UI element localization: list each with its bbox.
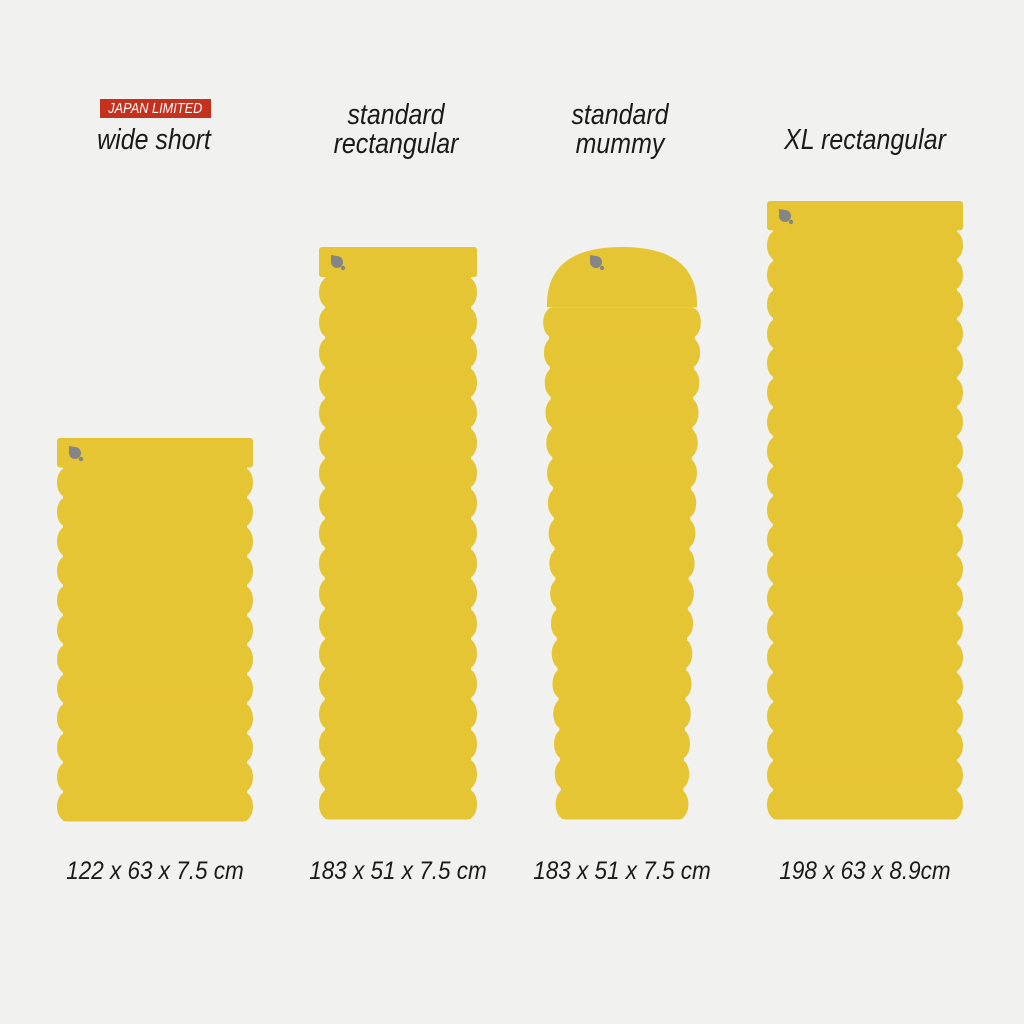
japan-limited-badge: JAPAN LIMITED — [100, 99, 211, 118]
pad-baffle-fill — [63, 806, 247, 821]
valve-icon — [590, 255, 605, 271]
valve-icon — [779, 209, 794, 225]
pad-baffle-fill — [773, 804, 957, 819]
pad-top-edge — [319, 247, 477, 278]
pad-baffle-fill — [561, 803, 683, 819]
valve-icon — [331, 255, 346, 271]
pad-baffle-fill — [325, 803, 471, 819]
dimensions-standard-rectangular: 183 x 51 x 7.5 cm — [309, 857, 487, 885]
pad-name-xl-rectangular: XL rectangular — [784, 124, 946, 156]
dimensions-standard-mummy: 183 x 51 x 7.5 cm — [533, 857, 711, 885]
pad-standard-rectangular — [319, 247, 477, 820]
dimensions-xl-rectangular: 198 x 63 x 8.9cm — [779, 857, 951, 885]
pad-wide-short — [57, 438, 253, 822]
pad-name-standard-mummy: standard mummy — [571, 99, 669, 160]
valve-icon — [69, 446, 84, 462]
pad-head — [547, 247, 697, 308]
pad-standard-mummy — [543, 247, 701, 820]
pad-xl-rectangular — [767, 201, 963, 820]
pad-top-edge — [57, 438, 253, 468]
dimensions-wide-short: 122 x 63 x 7.5 cm — [66, 857, 244, 885]
pad-name-wide-short: wide short — [97, 124, 211, 156]
pad-top-edge — [767, 201, 963, 231]
pad-name-standard-rectangular: standard rectangular — [333, 99, 459, 160]
